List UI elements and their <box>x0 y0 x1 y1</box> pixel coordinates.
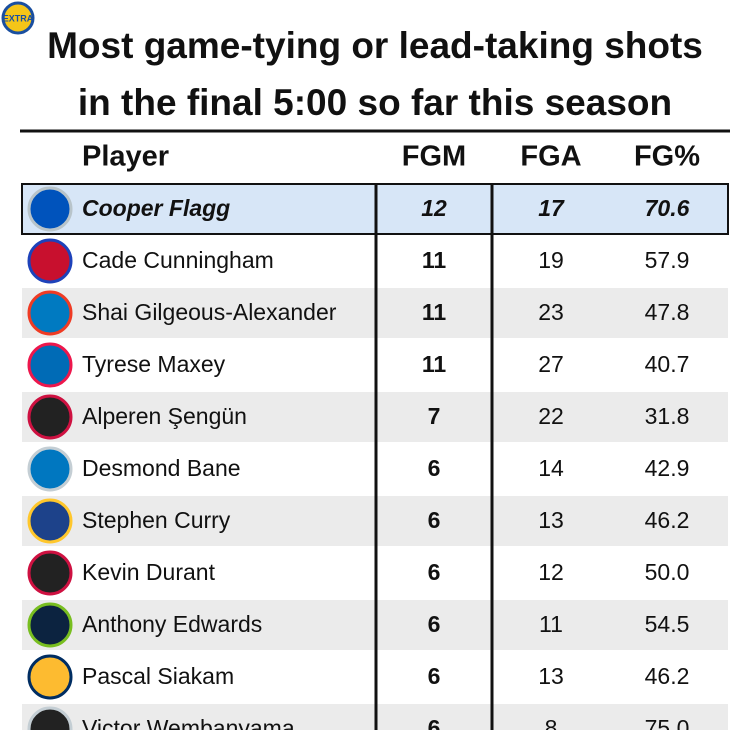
player-name: Kevin Durant <box>82 559 216 585</box>
player-name: Cade Cunningham <box>82 247 274 273</box>
stat-cell: 6 <box>428 611 441 637</box>
stat-cell: 13 <box>538 663 564 689</box>
stat-cell: 12 <box>538 559 564 585</box>
column-header: Player <box>82 141 169 173</box>
player-name: Pascal Siakam <box>82 663 234 689</box>
player-name: Alperen Şengün <box>82 403 247 429</box>
stat-cell: 19 <box>538 247 564 273</box>
stat-cell: 70.6 <box>645 195 690 221</box>
stat-cell: 11 <box>422 351 447 377</box>
stat-cell: 11 <box>422 247 447 273</box>
stat-cell: 7 <box>428 403 441 429</box>
team-logo <box>27 654 73 700</box>
stat-cell: 12 <box>421 195 447 221</box>
player-name: Cooper Flagg <box>82 195 230 221</box>
badge-icon <box>1 1 35 35</box>
table: Player FGM FGA FG% Cooper Flagg 12 17 70.6 Cade … <box>21 141 729 730</box>
team-logo <box>27 706 73 730</box>
stat-cell: 31.8 <box>645 403 690 429</box>
stat-cell: 46.2 <box>645 507 690 533</box>
stat-cell: 54.5 <box>645 611 690 637</box>
stat-cell: 14 <box>538 455 564 481</box>
stat-cell: 50.0 <box>645 559 690 585</box>
team-logo <box>27 498 73 544</box>
stat-cell: 13 <box>538 507 564 533</box>
team-logo <box>27 394 73 440</box>
stat-cell: 46.2 <box>645 663 690 689</box>
team-logo <box>27 186 73 232</box>
stat-cell: 27 <box>538 351 564 377</box>
title-line: Most game-tying or lead-taking shots <box>47 25 703 66</box>
player-name: Desmond Bane <box>82 455 241 481</box>
player-name: Victor Wembanyama <box>82 715 295 730</box>
column-header: FGM <box>402 141 466 173</box>
stat-cell: 8 <box>545 715 558 730</box>
stat-cell: 6 <box>428 663 441 689</box>
stat-cell: 6 <box>428 507 441 533</box>
badge-text: EXTRA <box>3 13 34 23</box>
team-logo <box>27 290 73 336</box>
title-line: in the final 5:00 so far this season <box>78 82 672 123</box>
player-name: Stephen Curry <box>82 507 231 533</box>
stat-cell: 6 <box>428 559 441 585</box>
stat-cell: 42.9 <box>645 455 690 481</box>
stat-cell: 17 <box>538 195 565 221</box>
column-header: FGA <box>520 141 581 173</box>
stat-cell: 11 <box>422 299 447 325</box>
team-logo <box>27 446 73 492</box>
team-logo <box>27 238 73 284</box>
stat-cell: 6 <box>428 455 441 481</box>
player-name: Tyrese Maxey <box>82 351 226 377</box>
stat-cell: 75.0 <box>645 715 690 730</box>
stat-cell: 11 <box>539 611 563 637</box>
stat-cell: 47.8 <box>645 299 690 325</box>
column-header: FG% <box>634 141 700 173</box>
stat-cell: 57.9 <box>645 247 690 273</box>
stat-cell: 22 <box>538 403 564 429</box>
stat-cell: 6 <box>428 715 441 730</box>
team-logo <box>27 342 73 388</box>
team-logo <box>27 602 73 648</box>
stat-cell: 40.7 <box>645 351 690 377</box>
stat-cell: 23 <box>538 299 564 325</box>
player-name: Shai Gilgeous-Alexander <box>82 299 337 325</box>
player-name: Anthony Edwards <box>82 611 262 637</box>
team-logo <box>27 550 73 596</box>
